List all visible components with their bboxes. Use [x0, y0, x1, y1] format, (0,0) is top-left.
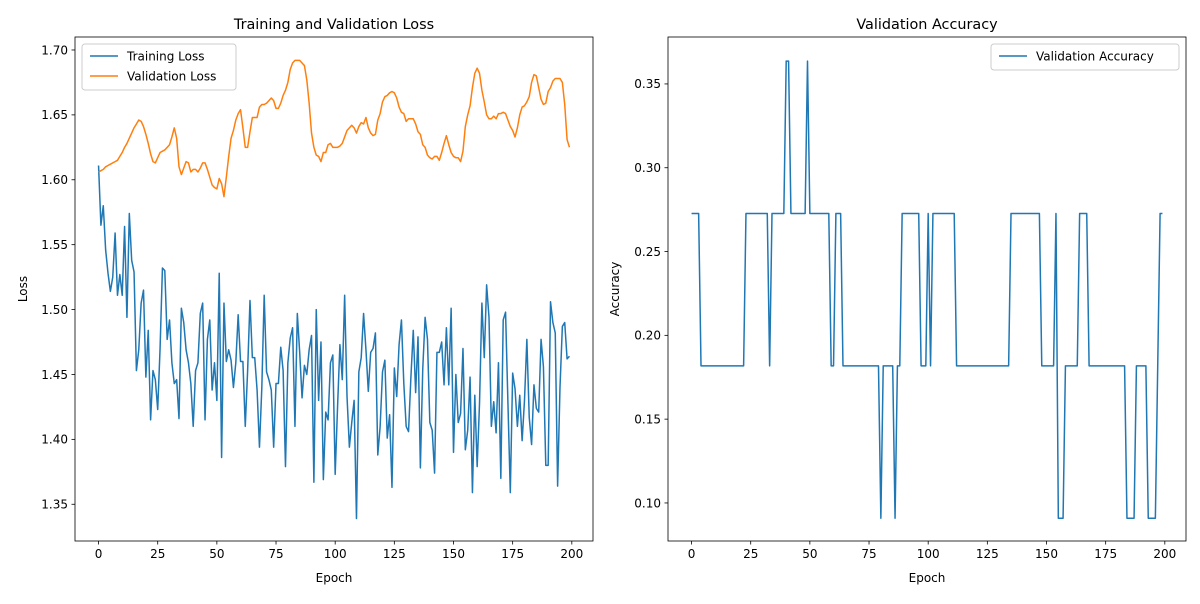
x-tick-label: 200 [560, 547, 583, 561]
y-tick-label: 0.30 [634, 161, 661, 175]
x-tick-label: 0 [95, 547, 103, 561]
x-tick-label: 175 [501, 547, 524, 561]
x-tick-label: 175 [1094, 547, 1117, 561]
y-tick-label: 1.40 [41, 433, 68, 447]
legend-box [81, 43, 237, 91]
axes-frame [74, 36, 594, 542]
axes-frame [667, 36, 1187, 542]
chart-title: Training and Validation Loss [233, 17, 434, 33]
x-axis-label: Epoch [909, 571, 946, 585]
y-tick-label: 1.70 [41, 43, 68, 57]
chart-title: Validation Accuracy [856, 17, 998, 33]
y-tick-label: 0.25 [634, 245, 661, 259]
y-tick-label: 0.10 [634, 496, 661, 510]
legend-label: Training Loss [126, 49, 204, 63]
legend-label: Validation Loss [127, 69, 216, 83]
x-tick-label: 25 [150, 547, 165, 561]
y-tick-label: 0.35 [634, 77, 661, 91]
x-tick-label: 100 [917, 547, 940, 561]
y-tick-label: 1.65 [41, 108, 68, 122]
x-tick-label: 125 [383, 547, 406, 561]
y-axis-label: Loss [16, 276, 30, 302]
series-line-validation-loss [98, 59, 571, 198]
x-tick-label: 150 [1035, 547, 1058, 561]
x-tick-label: 200 [1153, 547, 1176, 561]
chart-0: 0 25 50 75 100 125 150 175 200 1.35 1.40 1.45 1.50 1.… [16, 17, 594, 585]
x-tick-label: 125 [976, 547, 999, 561]
legend-label: Validation Accuracy [1036, 49, 1154, 63]
legend: Training Loss Validation Loss [81, 43, 237, 91]
x-axis-label: Epoch [316, 571, 353, 585]
y-tick-label: 1.60 [41, 173, 68, 187]
y-tick-label: 1.35 [41, 498, 68, 512]
x-tick-label: 25 [743, 547, 758, 561]
x-tick-label: 0 [688, 547, 696, 561]
legend-box [990, 43, 1180, 71]
chart-1: 0 25 50 75 100 125 150 175 200 0.10 0.15 0.20 0.25 0.… [608, 17, 1187, 585]
y-tick-label: 1.55 [41, 238, 68, 252]
y-tick-label: 0.15 [634, 412, 661, 426]
x-tick-label: 100 [324, 547, 347, 561]
y-tick-label: 1.45 [41, 368, 68, 382]
series-line-training-loss [97, 165, 571, 520]
y-tick-label: 1.50 [41, 303, 68, 317]
legend: Validation Accuracy [990, 43, 1180, 71]
x-tick-label: 50 [209, 547, 224, 561]
x-tick-label: 75 [268, 547, 283, 561]
y-tick-label: 0.20 [634, 329, 661, 343]
x-tick-label: 75 [861, 547, 876, 561]
y-axis-label: Accuracy [608, 262, 622, 317]
series-line-validation-accuracy [691, 60, 1163, 519]
x-tick-label: 150 [442, 547, 465, 561]
x-tick-label: 50 [802, 547, 817, 561]
